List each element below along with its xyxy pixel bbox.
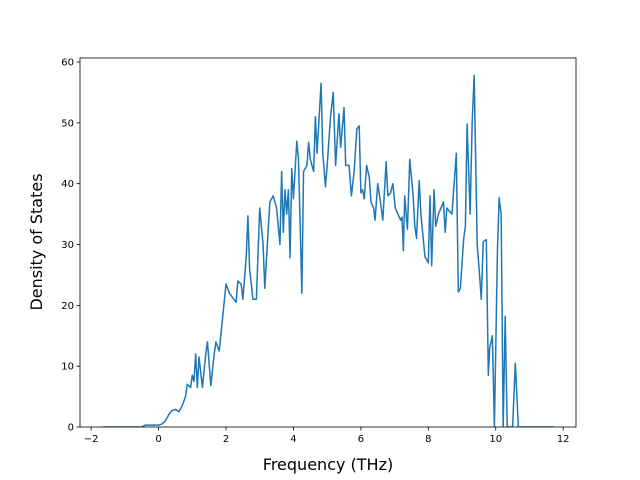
x-tick-label: 2 [223, 434, 229, 445]
x-tick-label: 4 [290, 434, 296, 445]
x-tick-label: 8 [425, 434, 431, 445]
y-tick-label: 40 [61, 179, 74, 190]
y-tick-label: 30 [61, 240, 74, 251]
plot-frame [79, 57, 577, 428]
x-tick-label: 6 [358, 434, 364, 445]
y-axis-label: Density of States [27, 173, 46, 310]
y-tick-label: 0 [68, 423, 74, 434]
x-tick-label: 0 [155, 434, 161, 445]
x-axis-label: Frequency (THz) [263, 455, 393, 474]
data-line [102, 74, 554, 427]
y-tick-label: 60 [61, 58, 74, 69]
x-tick-label: 12 [557, 434, 570, 445]
y-tick-label: 10 [61, 362, 74, 373]
y-tick-label: 20 [61, 301, 74, 312]
x-tick-label: 10 [489, 434, 502, 445]
x-tick-label: −2 [84, 434, 99, 445]
y-tick-label: 50 [61, 118, 74, 129]
